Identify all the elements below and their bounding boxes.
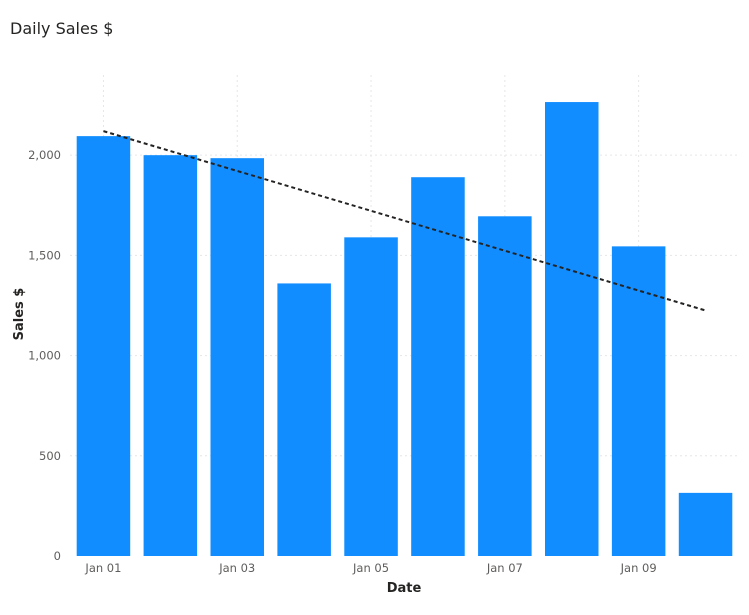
bars [76,102,733,557]
y-tick-label: 1,000 [28,349,61,363]
bar-jan-06 [411,177,465,556]
bar-jan-09 [611,246,666,556]
bar-jan-03 [210,158,265,556]
x-tick-label: Jan 03 [218,561,255,575]
x-tick-label: Jan 09 [620,561,657,575]
x-tick-label: Jan 07 [486,561,523,575]
bar-jan-02 [143,155,198,556]
y-axis-ticks: 0 500 1,000 1,500 2,000 [28,148,61,563]
chart-title: Daily Sales $ [10,19,114,38]
bar-jan-07 [478,216,532,556]
x-tick-label: Jan 05 [352,561,389,575]
y-tick-label: 1,500 [28,248,61,262]
y-tick-label: 500 [39,449,61,463]
bar-jan-10 [678,492,733,556]
bar-jan-08 [544,102,599,557]
bar-jan-05 [344,237,398,556]
x-axis-ticks: Jan 01 Jan 03 Jan 05 Jan 07 Jan 09 [84,561,656,575]
y-axis-title: Sales $ [12,288,27,341]
x-axis-title: Date [387,581,422,596]
bar-jan-04 [277,283,331,556]
y-tick-label: 0 [54,549,61,563]
x-tick-label: Jan 01 [84,561,121,575]
bar-jan-01 [76,136,131,557]
y-tick-label: 2,000 [28,148,61,162]
